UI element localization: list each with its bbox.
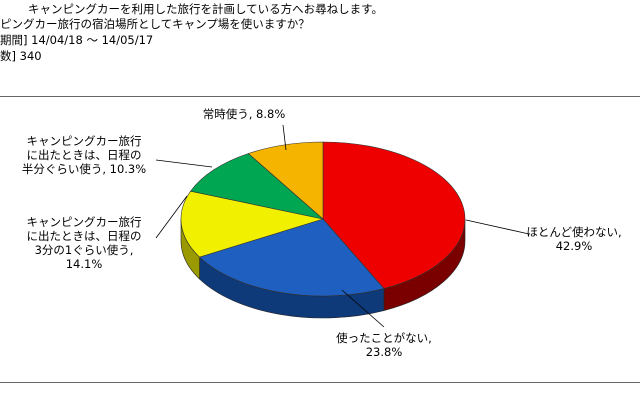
pie-tops [180,141,466,297]
survey-period: 期間] 14/04/18 ～ 14/05/17 [0,33,154,47]
leader-line-4 [282,124,287,151]
pie-labels: ほとんど使わない, 42.9% 使ったことがない, 23.8% キャンピングカー旅行に出… [22,107,622,359]
slice-label-2: キャンピングカー旅行に出たときは、日程の 3分の1ぐらい使う, 14.1% [27,215,142,271]
slice-label-3: キャンピングカー旅行に出たときは、日程の半分ぐらい使う, 10.3% [22,134,146,176]
pie-slice-0 [322,141,466,289]
pie-slice-3 [190,153,325,220]
pie-slice-1 [199,218,385,297]
survey-count: 数] 340 [0,49,42,63]
slice-label-1: 使ったことがない, 23.8% [336,331,432,359]
survey-question: ピングカー旅行の宿泊場所としてキャンプ場を使いますか？ [0,17,310,31]
top-divider [0,96,640,97]
leader-line-2 [155,195,188,239]
leader-line-0 [465,219,530,235]
bottom-divider [0,382,640,383]
leader-line-1 [341,289,385,328]
pie-slice-2 [180,190,325,258]
pie-slice-4 [247,141,324,220]
leader-line-3 [155,159,213,168]
slice-label-4: 常時使う, 8.8% [203,107,286,121]
survey-question-intro: キャンピングカーを利用した旅行を計画している方へお尋ねします。 [28,2,384,16]
slice-label-0: ほとんど使わない, 42.9% [526,225,621,253]
